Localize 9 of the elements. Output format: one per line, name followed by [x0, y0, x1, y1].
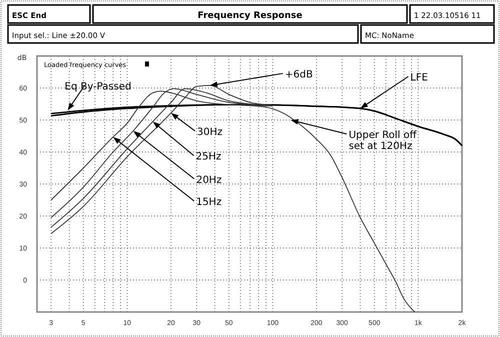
- annotation: 15Hz: [196, 196, 222, 208]
- annotation: 25Hz: [196, 152, 222, 163]
- annotation: +6dB: [284, 69, 313, 80]
- annotation: Upper Roll off set at 120Hz: [348, 130, 418, 152]
- chart-title: Frequency Response: [198, 11, 302, 21]
- annotation: Eq By-Passed: [64, 81, 132, 92]
- annotation: 20Hz: [196, 174, 222, 186]
- annotation: LFE: [410, 72, 428, 84]
- annotation: 30Hz: [196, 126, 222, 138]
